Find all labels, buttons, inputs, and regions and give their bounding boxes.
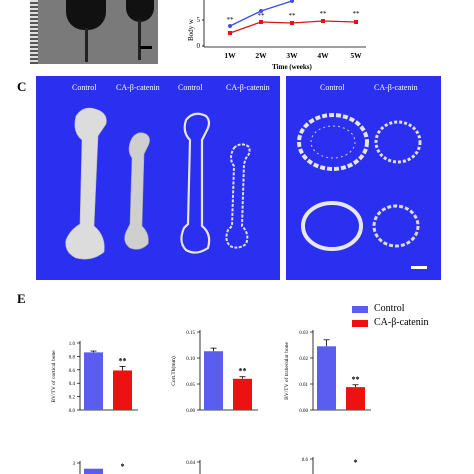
panel-b-sig-4: ** bbox=[320, 10, 328, 18]
chart-2-bar-1 bbox=[204, 351, 223, 410]
ruler bbox=[30, 0, 38, 64]
chart-1-ytick-label-3: 0.6 bbox=[69, 369, 76, 374]
panel-d-image: Control CA-β-catenin bbox=[286, 76, 441, 280]
chart-6-ytick-label-0: 0.6 bbox=[302, 458, 309, 463]
chart-1-bar-1 bbox=[84, 352, 103, 410]
chart-3-ytick-label-3: 0.03 bbox=[299, 331, 308, 336]
panel-b-xtick-3: 3W bbox=[286, 51, 298, 60]
scale-bar bbox=[140, 46, 152, 49]
panel-b-xtick-2: 2W bbox=[255, 51, 267, 60]
panel-c-label-control-1: Control bbox=[72, 83, 97, 92]
panel-d-label-control: Control bbox=[320, 83, 345, 92]
chart-6-significance: * bbox=[354, 458, 358, 467]
cross-section-ca-metaphysis bbox=[374, 120, 422, 164]
chart-1-significance: ** bbox=[119, 356, 127, 365]
panel-b-sig-1: ** bbox=[227, 16, 235, 24]
mouse-control-tail bbox=[85, 28, 88, 62]
panel-b-xtick-1: 1W bbox=[224, 51, 236, 60]
chart-3-ytick-label-0: 0.00 bbox=[299, 409, 308, 414]
chart-1-ytick-label-4: 0.8 bbox=[69, 355, 76, 360]
mouse-control bbox=[66, 0, 106, 30]
cross-section-ca-diaphysis bbox=[372, 204, 420, 248]
chart-2-ytick-label-2: 0.10 bbox=[186, 357, 195, 362]
chart-3-ytick-label-2: 0.02 bbox=[299, 357, 308, 362]
cross-section-control-metaphysis bbox=[297, 113, 369, 171]
mouse-ca-tail bbox=[138, 20, 141, 60]
legend-swatch-control bbox=[352, 306, 368, 313]
chart-1-bar-2 bbox=[113, 370, 132, 410]
panel-b-xlabel: Time (weeks) bbox=[272, 63, 312, 71]
chart-2-ylabel: Cort.Th(mm) bbox=[170, 356, 177, 386]
panel-b-ylabel: Body w bbox=[187, 18, 195, 41]
legend-label-ca: CA-β-catenin bbox=[374, 317, 429, 328]
chart-2-significance: ** bbox=[239, 367, 247, 376]
chart-4-significance: * bbox=[121, 462, 125, 471]
chart-1-ytick-label-2: 0.4 bbox=[69, 382, 76, 387]
chart-1-ytick-label-0: 0.0 bbox=[69, 409, 76, 414]
chart-1-ytick-label-1: 0.2 bbox=[69, 396, 76, 401]
chart-3-bar-1 bbox=[317, 346, 336, 410]
panel-a-photo bbox=[30, 0, 158, 64]
panel-d-scale-bar bbox=[411, 266, 427, 269]
panel-d-label-ca: CA-β-catenin bbox=[374, 83, 418, 92]
cross-section-control-diaphysis bbox=[301, 201, 363, 251]
panel-b-sig-2: ** bbox=[258, 12, 266, 20]
panel-b-sig-3: ** bbox=[289, 12, 297, 20]
panel-c-image: Control CA-β-catenin Control CA-β-cateni… bbox=[36, 76, 280, 280]
panel-b-xtick-5: 5W bbox=[350, 51, 362, 60]
chart-2-ytick-label-0: 0.00 bbox=[186, 409, 195, 414]
chart-3-ytick-label-1: 0.01 bbox=[299, 383, 308, 388]
panel-b-chart: Body w 5 0 ** ** ** ** ** 1W 2W 3W 4W 5W… bbox=[187, 0, 366, 71]
panel-e-letter: E bbox=[17, 291, 26, 306]
chart-1-ylabel: BV/TV of cortical bone bbox=[50, 350, 57, 403]
chart-4-ytick-label-0: 3 bbox=[73, 462, 76, 467]
panel-e-legend: Control CA-β-catenin bbox=[352, 303, 470, 333]
chart-5-ytick-label-0: 0.04 bbox=[186, 461, 195, 466]
chart-2-ytick-label-3: 0.15 bbox=[186, 331, 195, 336]
femur-control-3d bbox=[65, 107, 107, 260]
panel-c-letter: C bbox=[17, 79, 27, 94]
panel-b-ytick-0: 0 bbox=[197, 42, 201, 50]
panel-c-label-control-2: Control bbox=[178, 83, 203, 92]
panel-b-xtick-4: 4W bbox=[317, 51, 329, 60]
chart-3-significance: ** bbox=[352, 375, 360, 384]
legend-swatch-ca bbox=[352, 320, 368, 327]
chart-1-ytick-label-5: 1.0 bbox=[69, 342, 76, 347]
legend-label-control: Control bbox=[374, 303, 405, 314]
femur-control-section bbox=[180, 112, 211, 254]
femur-ca-section bbox=[225, 143, 251, 249]
chart-4-bar-1 bbox=[84, 468, 103, 474]
femur-ca-3d bbox=[124, 132, 150, 250]
chart-2-ytick-label-1: 0.05 bbox=[186, 383, 195, 388]
chart-2-bar-2 bbox=[233, 378, 252, 410]
panel-c-label-ca-2: CA-β-catenin bbox=[226, 83, 270, 92]
panel-b-sig-5: ** bbox=[353, 10, 361, 18]
chart-3-bar-2 bbox=[346, 387, 365, 410]
chart-3-ylabel: BV/TV of trabecular bone bbox=[283, 342, 290, 400]
mouse-ca-beta-catenin bbox=[126, 0, 154, 22]
panel-b-ytick-5: 5 bbox=[197, 16, 201, 24]
panel-c-label-ca-1: CA-β-catenin bbox=[116, 83, 160, 92]
